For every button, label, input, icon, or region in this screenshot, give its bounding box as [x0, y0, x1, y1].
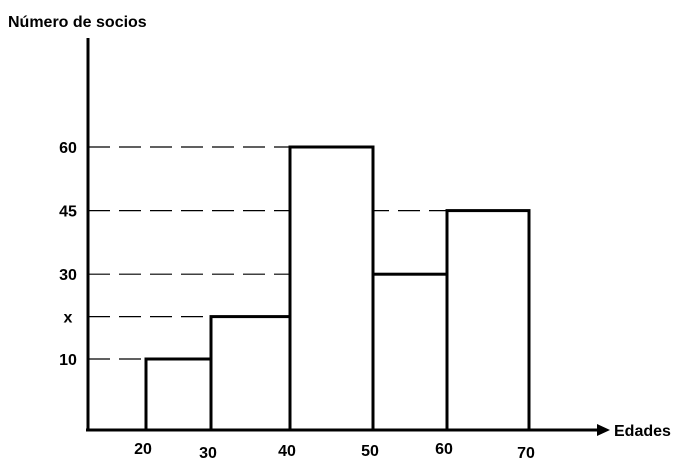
y-tick-labels: 10 x 30 45 60 [59, 140, 77, 369]
x-tick-label: 30 [199, 445, 217, 462]
histogram-bar [445, 209, 531, 432]
histogram-bar [144, 357, 213, 432]
histogram-bar [288, 145, 375, 432]
bars [144, 145, 531, 432]
x-tick-label: 50 [361, 443, 379, 460]
x-axis-title: Edades [614, 423, 671, 440]
histogram-bar [371, 272, 449, 432]
y-tick-label: 45 [59, 204, 77, 221]
x-tick-label: 20 [134, 441, 152, 458]
y-tick-label: x [64, 310, 73, 327]
y-tick-label: 10 [59, 352, 77, 369]
x-tick-label: 70 [517, 445, 535, 462]
x-axis-arrow-icon [597, 424, 610, 436]
axes [86, 38, 610, 436]
y-tick-label: 30 [59, 267, 77, 284]
y-tick-label: 60 [59, 140, 77, 157]
y-axis-title: Número de socios [8, 14, 147, 31]
x-tick-label: 60 [435, 441, 453, 458]
x-tick-labels: 20 30 40 50 60 70 [134, 441, 535, 462]
x-tick-label: 40 [278, 443, 296, 460]
histogram-bar [209, 315, 292, 432]
